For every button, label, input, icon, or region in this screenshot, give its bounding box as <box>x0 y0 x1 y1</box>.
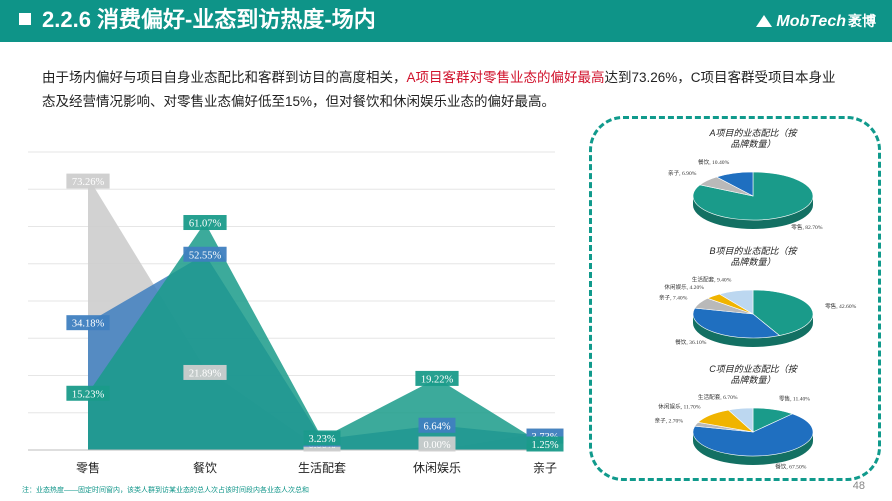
pie-title: A项目的业态配比（按 <box>708 128 798 138</box>
description: 由于场内偏好与项目自身业态配比和客群到访目的高度相关，A项目客群对零售业态的偏好… <box>42 66 842 114</box>
data-label-bg <box>418 436 456 452</box>
pie-slice-label: 生活配套, 6.70% <box>698 393 738 401</box>
pie-slice-label: 亲子, 6.90% <box>668 169 697 177</box>
mobtech-logo-icon <box>756 15 773 27</box>
pie-title: B项目的业态配比（按 <box>709 246 798 256</box>
data-label-bg <box>418 417 456 433</box>
pie-slice-label: 亲子, 2.70% <box>655 416 684 424</box>
data-label-bg <box>183 246 227 262</box>
pie-side <box>693 196 813 229</box>
pie-slice-label: 餐饮, 10.40% <box>698 158 730 166</box>
data-label: 1.25% <box>531 440 558 451</box>
heat-area-chart: 零售餐饮生活配套休闲娱乐亲子73.26%21.89%0.00%0.00%4.85… <box>28 151 564 475</box>
x-tick-label: 休闲娱乐 <box>413 461 461 475</box>
description-text-before: 由于场内偏好与项目自身业态配比和客群到访目的高度相关， <box>42 70 407 85</box>
brand-name: MobTech <box>776 13 846 30</box>
data-label-bg <box>66 173 110 189</box>
data-label: 6.64% <box>423 421 450 432</box>
pie-slice <box>752 289 814 336</box>
data-label: 52.55% <box>189 250 222 261</box>
data-label: 73.26% <box>72 177 105 188</box>
description-highlight: A项目客群对零售业态的偏好最高 <box>406 70 605 85</box>
pie-slice-label: 生活配套, 9.40% <box>692 276 732 284</box>
pie-slice <box>715 171 754 197</box>
x-tick-label: 亲子 <box>533 461 557 475</box>
data-label: 61.07% <box>189 219 222 230</box>
data-label-bg <box>66 385 110 401</box>
pie-slice <box>727 407 754 433</box>
x-tick-label: 生活配套 <box>298 461 346 475</box>
data-label: 21.89% <box>189 368 222 379</box>
pie-slice-label: 休闲娱乐, 4.20% <box>664 283 704 291</box>
pie-slice-label: 餐饮, 67.50% <box>775 462 807 470</box>
data-label-bg <box>303 430 341 446</box>
page-number: 48 <box>852 480 865 492</box>
pie-slice-label: 休闲娱乐, 11.70% <box>658 403 701 411</box>
data-label: 0.00% <box>423 440 450 451</box>
pie-title-cont: 品牌数量） <box>730 375 775 385</box>
data-label: 3.23% <box>308 434 335 445</box>
data-label: 15.23% <box>72 389 105 400</box>
x-tick-label: 餐饮 <box>193 460 217 475</box>
data-label-bg <box>415 370 459 386</box>
pie-title: C项目的业态配比（按 <box>709 364 799 374</box>
pie-slice-label: 亲子, 7.40% <box>659 293 688 301</box>
header-bar: 2.2.6 消费偏好-业态到访热度-场内 MobTech 袤博 <box>0 0 892 42</box>
pie-side <box>693 314 813 347</box>
pie-slice <box>692 307 781 339</box>
data-label: 34.18% <box>72 319 105 330</box>
data-label-bg <box>183 215 227 231</box>
pie-slice-label: 零售, 11.40% <box>779 394 810 402</box>
description-text-after: 达到73.26%，C项目客群受项目本身业态及经营情况影响、对零售业态偏好低至15… <box>42 70 836 109</box>
pie-slice-label: 零售, 82.70% <box>791 223 823 231</box>
data-label: 19.22% <box>421 374 454 385</box>
x-tick-label: 零售 <box>76 460 100 475</box>
pie-slice-label: 零售, 42.60% <box>825 302 857 310</box>
title-bullet-icon <box>19 13 31 25</box>
pie-slice <box>718 289 754 315</box>
pie-slice-label: 餐饮, 36.10% <box>675 338 707 346</box>
pie-slice <box>692 413 814 457</box>
data-label-bg <box>66 315 110 331</box>
footnote: 注：业态热度——固定时间窗内，该类人群到访某业态的总人次占该时间段内各业态人次总… <box>22 487 309 494</box>
pie-title-cont: 品牌数量） <box>730 139 775 149</box>
brand-name-cn: 袤博 <box>848 13 876 29</box>
mix-pie-panel <box>589 116 881 481</box>
series-area-2 <box>88 222 545 450</box>
page-title: 2.2.6 消费偏好-业态到访热度-场内 <box>42 7 376 32</box>
data-label-bg <box>526 436 564 452</box>
pie-title-cont: 品牌数量） <box>730 257 775 267</box>
pie-side <box>693 432 813 465</box>
brand-logo: MobTech 袤博 <box>756 11 876 31</box>
data-label-bg <box>183 364 227 380</box>
